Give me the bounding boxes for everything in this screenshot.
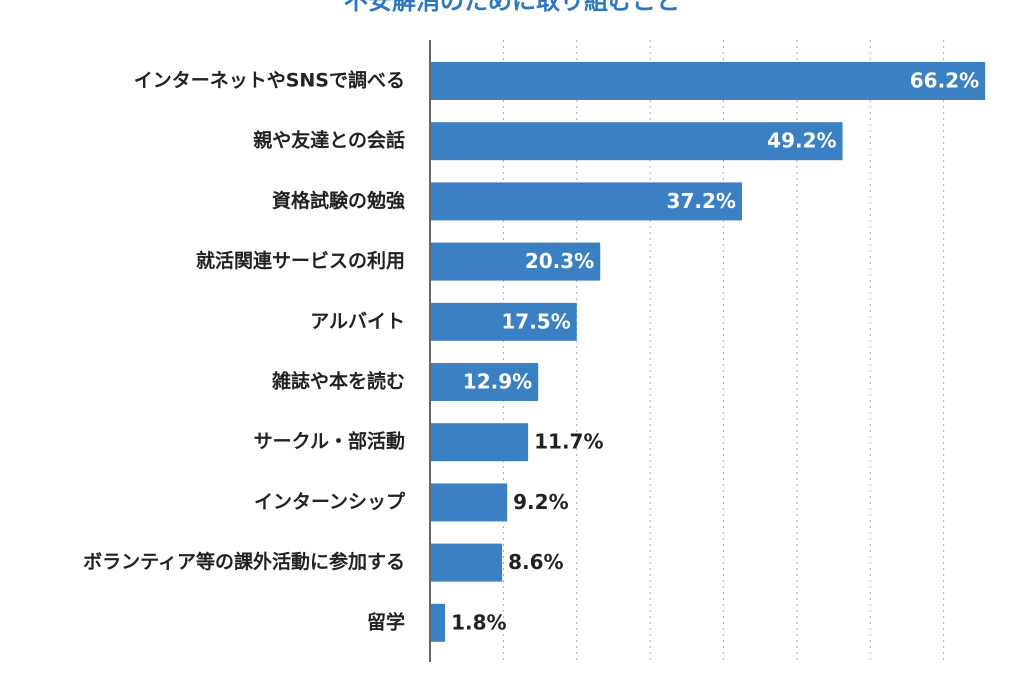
bar: [430, 543, 503, 582]
bar: [430, 423, 529, 462]
y-tick-label: 親や友達との会話: [253, 129, 405, 152]
y-tick-label: 就活関連サービスの利用: [196, 249, 405, 272]
bar: [430, 363, 539, 401]
value-label: 17.5%: [501, 309, 570, 333]
bar: [430, 122, 843, 161]
y-tick-label: 留学: [367, 610, 405, 633]
value-label: 12.9%: [463, 370, 532, 394]
y-tick-label: 資格試験の勉強: [272, 189, 405, 212]
bar: [430, 483, 508, 522]
y-tick-label: 雑誌や本を読む: [271, 370, 405, 393]
value-label: 1.8%: [451, 610, 506, 634]
bar: [430, 62, 986, 100]
value-label: 11.7%: [534, 430, 603, 454]
value-label: 20.3%: [525, 249, 594, 273]
value-label: 37.2%: [667, 189, 736, 213]
y-tick-label: サークル・部活動: [254, 430, 405, 453]
value-label: 66.2%: [910, 69, 979, 93]
y-tick-label: インターネットやSNSで調べる: [134, 69, 405, 92]
y-tick-label: インターンシップ: [254, 490, 406, 513]
bar: [430, 603, 446, 642]
bar: [430, 242, 601, 281]
value-label: 9.2%: [513, 490, 568, 514]
value-label: 8.6%: [508, 550, 563, 574]
y-tick-label: ボランティア等の課外活動に参加する: [83, 550, 405, 573]
chart-title: 不安解消のために取り組むこと: [344, 0, 680, 15]
y-tick-label: アルバイト: [310, 310, 405, 332]
bar: [430, 182, 742, 221]
value-label: 49.2%: [767, 129, 836, 153]
bar: [430, 302, 577, 341]
